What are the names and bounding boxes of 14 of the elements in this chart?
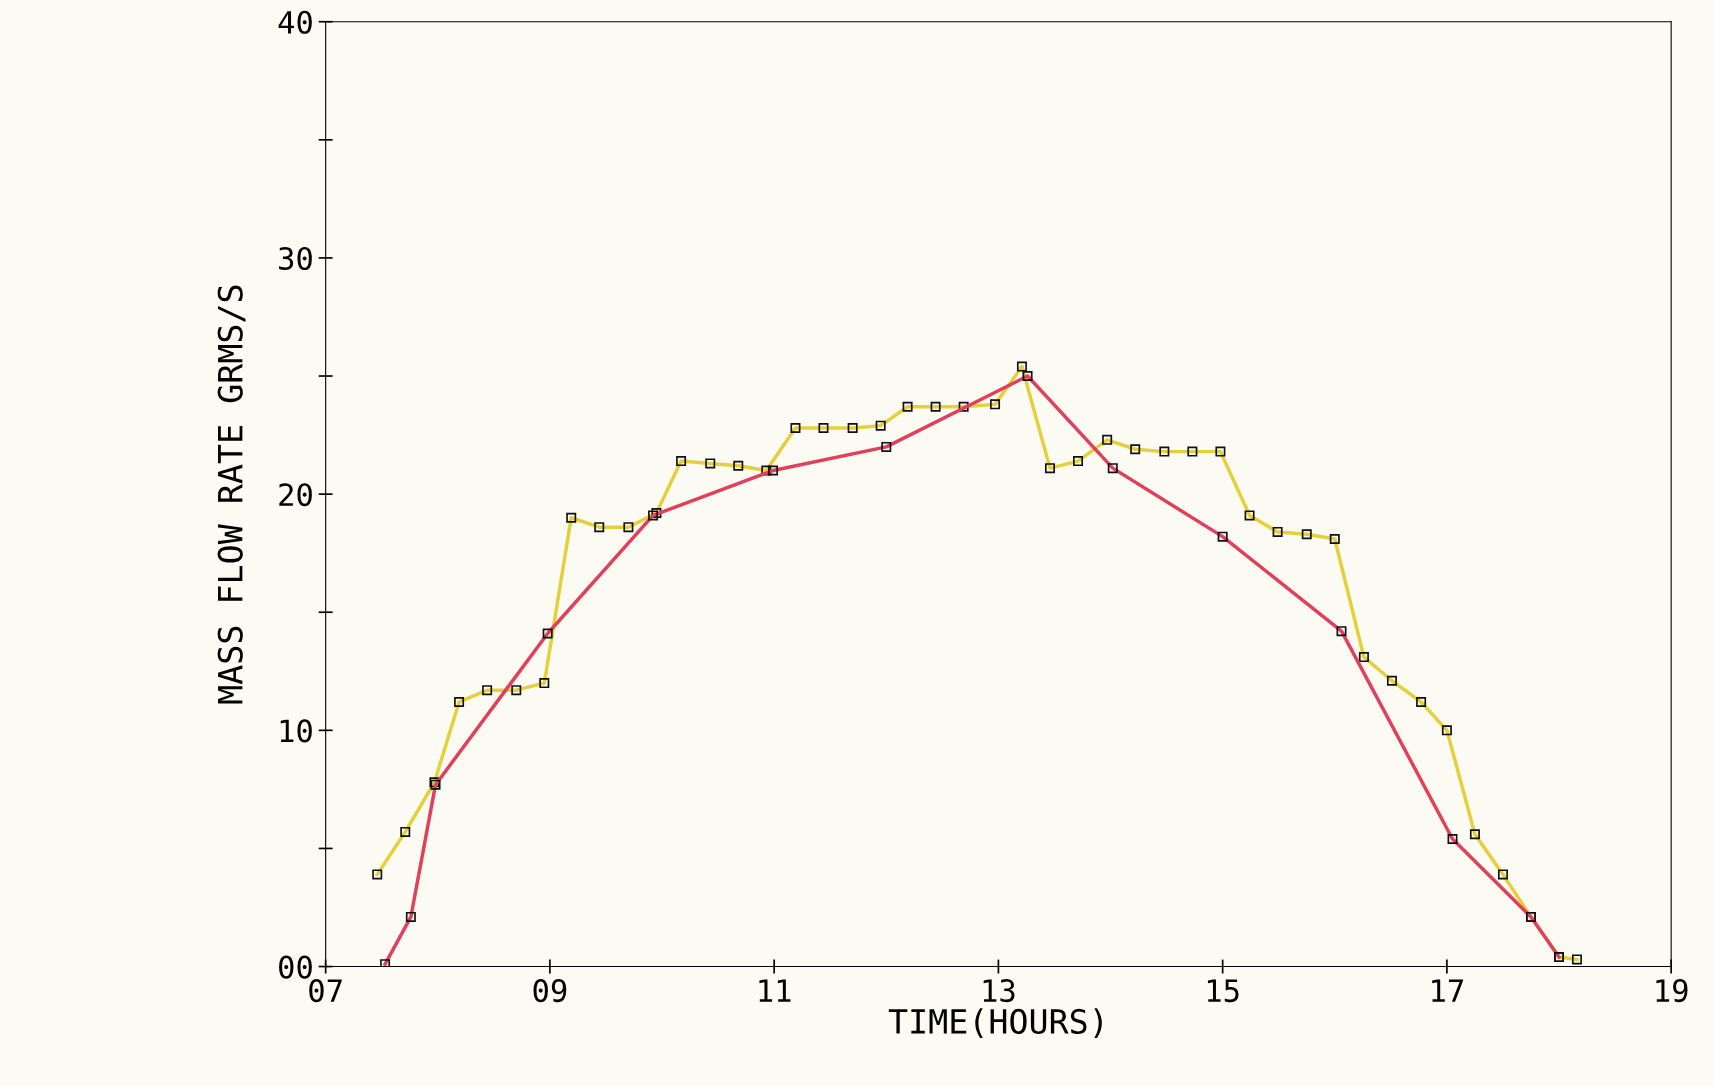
y-tick-label: 10	[280, 719, 312, 743]
x-tick-label: 09	[533, 979, 567, 1003]
x-axis-title: TIME(HOURS)	[888, 1008, 1102, 1038]
y-tick-label: 30	[279, 246, 312, 271]
x-tick-label: 17	[1432, 979, 1463, 1002]
x-tick-label: 07	[309, 979, 342, 1003]
y-axis-title: MASS FLOW RATE GRMS/S	[217, 285, 246, 704]
x-tick-label: 19	[1656, 979, 1688, 1003]
y-tick-label: 20	[279, 483, 312, 507]
y-tick-label: 40	[278, 10, 312, 34]
y-tick-label: 00	[279, 955, 312, 979]
x-tick-label: 11	[759, 979, 791, 1002]
x-tick-label: 15	[1207, 979, 1239, 1003]
x-tick-label: 13	[983, 979, 1015, 1003]
